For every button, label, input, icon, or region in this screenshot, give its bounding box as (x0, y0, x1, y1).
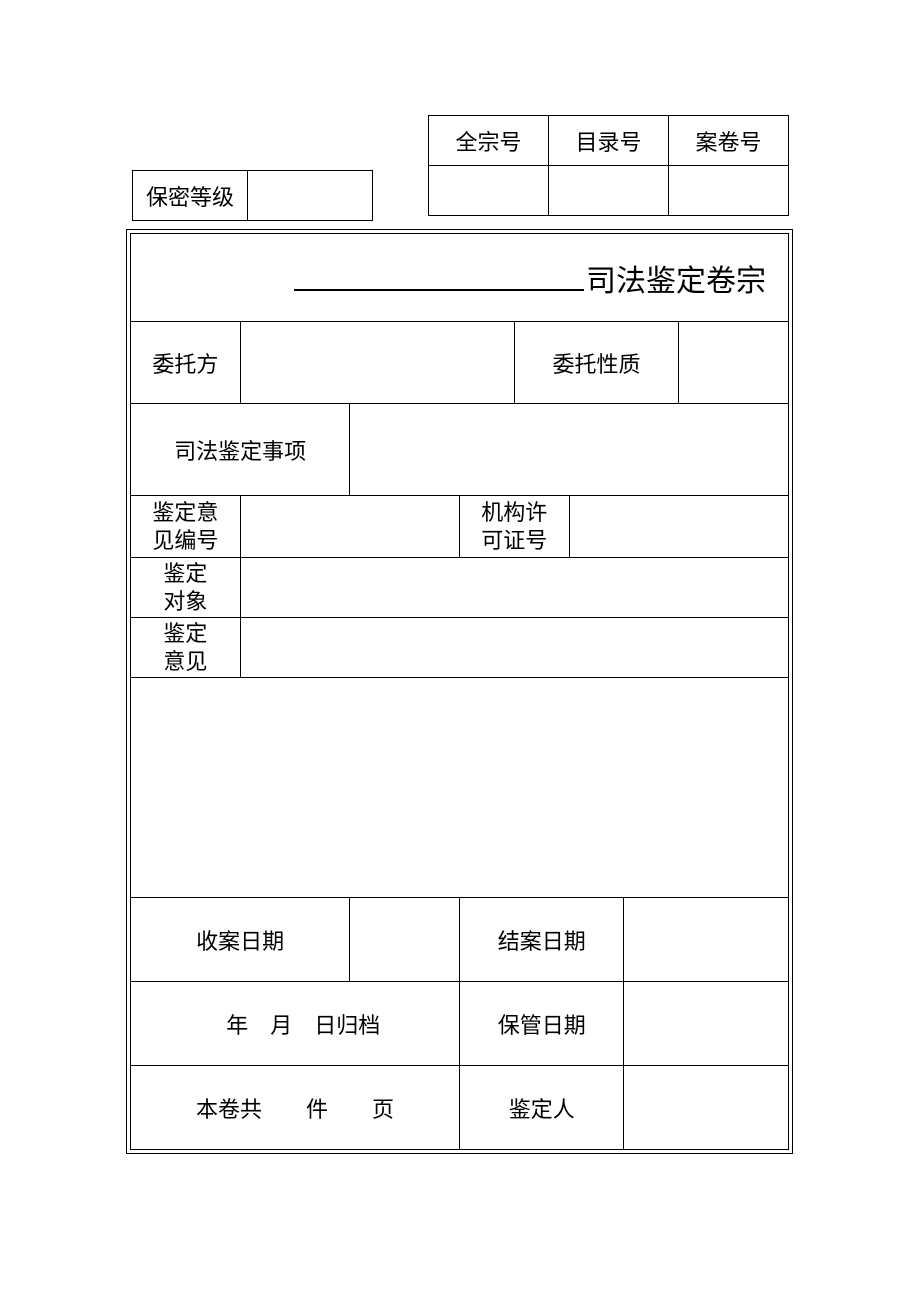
secrecy-table: 保密等级 (132, 170, 373, 221)
duixiang-value[interactable] (240, 558, 788, 618)
yijian-value[interactable] (240, 618, 788, 678)
jiandingren-value[interactable] (624, 1066, 789, 1150)
jiean-label: 结案日期 (459, 898, 623, 982)
sifa-value[interactable] (350, 404, 789, 496)
blank-area[interactable] (131, 678, 789, 898)
mulu-value[interactable] (549, 166, 669, 216)
yijian-bh-label: 鉴定意见编号 (131, 496, 241, 558)
title-cell: 司法鉴定卷宗 (131, 234, 789, 322)
shouan-label: 收案日期 (131, 898, 350, 982)
archive-date-cell[interactable]: 年 月 日归档 (131, 982, 460, 1066)
pages-cell[interactable]: 本卷共 件 页 (131, 1066, 460, 1150)
weituoxingzhi-label: 委托性质 (514, 322, 678, 404)
yijian-bh-value[interactable] (240, 496, 459, 558)
baoguan-value[interactable] (624, 982, 789, 1066)
weituofang-label: 委托方 (131, 322, 241, 404)
jiean-value[interactable] (624, 898, 789, 982)
jiandingren-label: 鉴定人 (459, 1066, 623, 1150)
title-suffix: 司法鉴定卷宗 (586, 265, 766, 298)
weituoxingzhi-value[interactable] (679, 322, 789, 404)
anjuan-label: 案卷号 (669, 116, 789, 166)
jigou-xkz-value[interactable] (569, 496, 788, 558)
quanzong-label: 全宗号 (429, 116, 549, 166)
baoguan-label: 保管日期 (459, 982, 623, 1066)
yijian-label: 鉴定意见 (131, 618, 241, 678)
sifa-label: 司法鉴定事项 (131, 404, 350, 496)
duixiang-label: 鉴定对象 (131, 558, 241, 618)
anjuan-value[interactable] (669, 166, 789, 216)
mulu-label: 目录号 (549, 116, 669, 166)
shouan-value[interactable] (350, 898, 460, 982)
secrecy-value[interactable] (248, 171, 373, 221)
weituofang-value[interactable] (240, 322, 514, 404)
archive-number-table: 全宗号 目录号 案卷号 (428, 115, 789, 216)
jigou-xkz-label: 机构许可证号 (459, 496, 569, 558)
main-form: 司法鉴定卷宗 委托方 委托性质 司法鉴定事项 鉴定意见编号 机构许可证号 (130, 233, 789, 1150)
title-blank-underline[interactable] (294, 263, 584, 291)
secrecy-label: 保密等级 (133, 171, 248, 221)
quanzong-value[interactable] (429, 166, 549, 216)
